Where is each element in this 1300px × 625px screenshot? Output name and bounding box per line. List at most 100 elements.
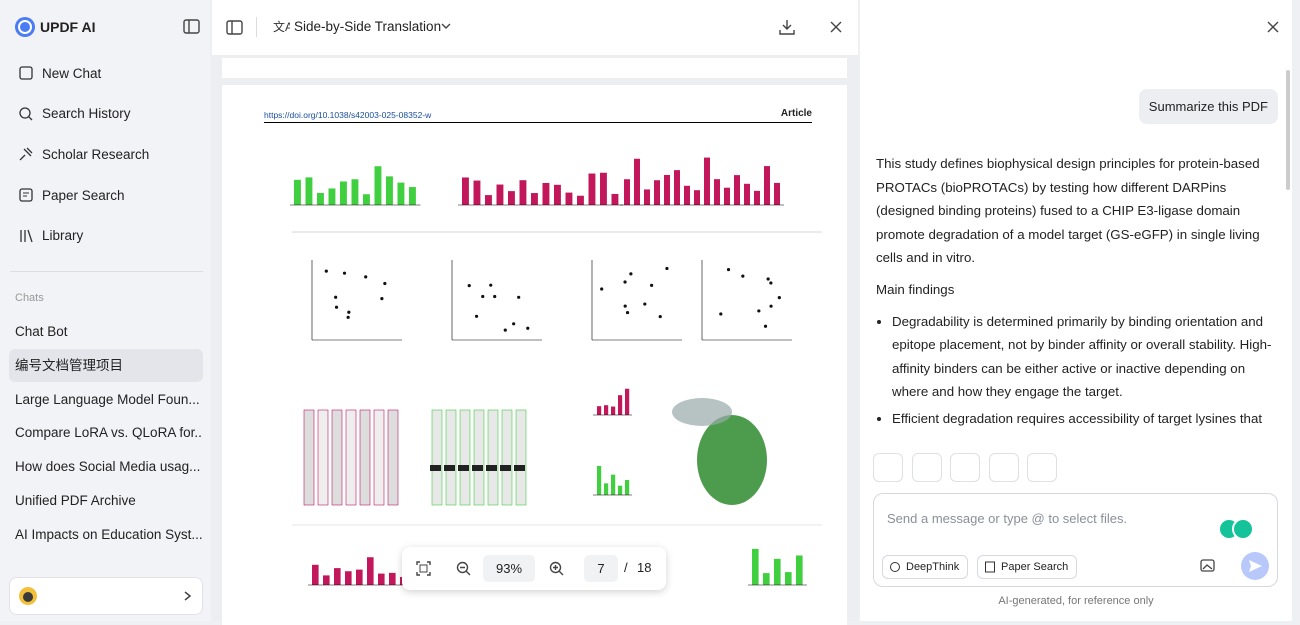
figure-shape: [623, 280, 627, 284]
nav-item[interactable]: Library: [10, 219, 203, 253]
nav-item[interactable]: Search History: [10, 97, 203, 131]
figure-shape: [625, 480, 630, 495]
tool-button[interactable]: [988, 453, 1019, 482]
figure-shape: [467, 283, 471, 288]
figure-shape: [611, 193, 619, 205]
figure-shape: [752, 548, 759, 585]
chats-heading: Chats: [15, 292, 44, 304]
zoom-in[interactable]: [549, 561, 565, 577]
mode[interactable]: Side-by-Side Translation: [294, 19, 442, 34]
placeholder: Send a message or type @ to select files…: [887, 511, 1128, 526]
image-icon[interactable]: [1200, 557, 1216, 573]
figure-shape: [294, 179, 301, 205]
button-label: DeepThink: [906, 561, 960, 573]
figure-shape: [312, 564, 319, 585]
figure-shape: [754, 190, 760, 205]
figure-shape: [501, 409, 513, 506]
input-box[interactable]: Send a message or type @ to select files…: [873, 493, 1278, 587]
figure-shape: [531, 193, 538, 205]
nav-label: Search History: [42, 106, 131, 122]
figure-shape: [334, 568, 341, 585]
figure-shape: [542, 182, 550, 205]
tool-button[interactable]: [1027, 453, 1057, 482]
nav-item[interactable]: Paper Search: [10, 178, 203, 212]
figure-shape: [489, 283, 493, 287]
figure-shape: [643, 302, 647, 306]
nav-item[interactable]: Scholar Research: [10, 137, 203, 171]
deepthink-button[interactable]: DeepThink: [882, 555, 969, 579]
chat-item[interactable]: Compare LoRA vs. QLoRA for...: [15, 425, 203, 441]
figure-shape: [346, 315, 350, 319]
close-icon[interactable]: [830, 21, 842, 33]
footer: AI-generated, for reference only: [998, 595, 1154, 607]
logo: [15, 17, 35, 37]
figure-shape: [658, 314, 662, 319]
figure-shape: [474, 314, 479, 318]
nav-label: New Chat: [42, 65, 102, 81]
figure-shape: [763, 324, 768, 328]
figure-shape: [345, 571, 352, 585]
close-icon[interactable]: [1267, 21, 1279, 33]
chat-item[interactable]: Chat Bot: [15, 324, 68, 339]
nav-label: Scholar Research: [42, 146, 150, 162]
zoom-out[interactable]: [456, 561, 472, 577]
response-heading: Main findings: [876, 281, 955, 297]
figure-shape: [766, 277, 770, 281]
figure-shape: [554, 184, 561, 205]
figure-shape: [744, 183, 750, 205]
figure-shape: [493, 294, 497, 299]
figure-shape: [373, 409, 385, 506]
chat-item[interactable]: 编号文档管理项目: [9, 348, 203, 382]
figure-shape: [665, 266, 669, 271]
collapse-icon[interactable]: [183, 19, 200, 34]
figure-shape: [724, 187, 730, 205]
page-input[interactable]: 7: [584, 555, 618, 582]
figure-shape: [481, 294, 485, 299]
fit-icon[interactable]: [416, 561, 431, 576]
figure-shape: [785, 572, 792, 585]
figure-shape: [763, 573, 770, 585]
figure-shape: [430, 465, 441, 471]
page-total: 18: [637, 560, 652, 575]
figure-shape: [634, 158, 640, 205]
figure-shape: [374, 166, 382, 205]
article-label: Article: [780, 108, 812, 119]
chat-item[interactable]: How does Social Media usag...: [15, 459, 201, 475]
panel-icon[interactable]: [226, 20, 243, 35]
figure-shape: [600, 287, 604, 291]
chat-item[interactable]: Unified PDF Archive: [15, 493, 136, 508]
nav-item[interactable]: New Chat: [10, 56, 203, 90]
figure-shape: [764, 166, 770, 205]
translate-icon[interactable]: 文A: [272, 18, 290, 36]
tool-button[interactable]: [911, 453, 942, 482]
figure-shape: [389, 572, 396, 585]
figure-shape: [444, 465, 455, 471]
figure-shape: [473, 409, 485, 506]
pdf-viewer: 文A Side-by-Side Translation https://doi.…: [212, 0, 858, 625]
figure-shape: [359, 409, 371, 506]
figure-shape: [597, 406, 602, 415]
response-paragraph: This study defines biophysical design pr…: [876, 156, 1260, 266]
paper-search-button[interactable]: Paper Search: [977, 555, 1078, 579]
tool-button[interactable]: [873, 453, 903, 482]
user-box[interactable]: [9, 577, 203, 615]
figure-shape: [496, 184, 504, 205]
figure-shape: [508, 191, 515, 205]
chat-item[interactable]: Large Language Model Foun...: [15, 391, 200, 407]
figure-shape: [565, 192, 573, 205]
tool-button[interactable]: [950, 453, 980, 482]
user-message: Summarize this PDF: [1138, 89, 1278, 124]
figure-shape: [597, 465, 602, 495]
figure-shape: [345, 409, 357, 506]
send-button[interactable]: [1241, 552, 1269, 580]
chat-item[interactable]: AI Impacts on Education Syst...: [15, 526, 203, 542]
figure-shape: [340, 181, 347, 205]
figure-shape: [517, 295, 521, 299]
download-icon[interactable]: [779, 19, 795, 35]
figure-shape: [387, 409, 399, 506]
figure-shape: [363, 194, 370, 205]
zoom-level[interactable]: 93%: [483, 555, 535, 582]
figure: [290, 157, 822, 586]
figure-shape: [629, 272, 633, 276]
